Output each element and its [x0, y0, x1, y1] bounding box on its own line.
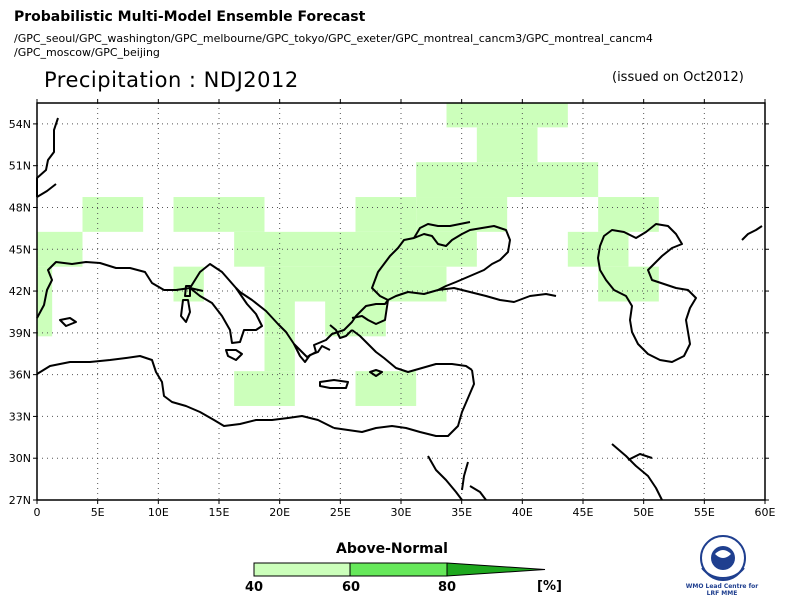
above-normal-cell: [82, 197, 144, 232]
legend-colorbar: [253, 562, 546, 577]
lon-label: 50E: [633, 506, 654, 519]
coastline-italy: [189, 263, 263, 344]
lat-label: 54N: [9, 118, 31, 131]
legend-title: Above-Normal: [336, 541, 448, 557]
above-normal-cell: [234, 371, 295, 406]
coastline-persian-gulf: [611, 443, 663, 501]
lon-label: 60E: [755, 506, 776, 519]
lat-label: 30N: [9, 452, 31, 465]
above-normal-cell: [37, 301, 53, 337]
above-normal-cell: [598, 197, 659, 232]
coastline-black-sea: [371, 221, 511, 301]
coastline-red-sea: [427, 455, 487, 501]
issued-date: (issued on Oct2012): [612, 70, 744, 85]
coastline-iberia-france: [36, 261, 204, 319]
above-normal-cell: [264, 266, 447, 302]
lat-label: 45N: [9, 243, 31, 256]
models-list-line1: /GPC_seoul/GPC_washington/GPC_melbourne/…: [14, 32, 653, 45]
lon-label: 15E: [209, 506, 230, 519]
island-crete: [319, 379, 349, 389]
lat-label: 33N: [9, 410, 31, 423]
island-cyprus: [369, 369, 383, 377]
above-normal-cell: [446, 103, 568, 128]
logo-caption-line1: WMO Lead Centre for: [685, 583, 759, 590]
legend-label-40: 40: [245, 580, 264, 595]
lat-label: 36N: [9, 369, 31, 382]
lat-label: 48N: [9, 201, 31, 214]
island-sardinia: [180, 299, 191, 323]
island-sicily: [225, 349, 243, 361]
above-normal-cell: [476, 127, 538, 163]
lon-label: 10E: [148, 506, 169, 519]
legend-swatch-80-plus: [446, 562, 546, 577]
lon-label: 35E: [451, 506, 472, 519]
lon-label: 45E: [573, 506, 594, 519]
coastline-east-edge: [741, 225, 763, 241]
lon-label: 5E: [91, 506, 105, 519]
coastline-adriatic-balkans: [235, 287, 389, 358]
variable-season-title: Precipitation : NDJ2012: [44, 68, 299, 92]
wmo-logo: [700, 535, 746, 581]
models-list-line2: /GPC_moscow/GPC_beijing: [14, 46, 160, 59]
island-balearic: [59, 317, 77, 327]
above-normal-cell: [173, 197, 265, 232]
legend-swatch-60-80: [349, 562, 448, 577]
logo-caption-line2: LRF MME: [706, 590, 738, 597]
above-normal-cell: [325, 301, 386, 337]
island-corsica: [184, 285, 191, 297]
coastlines: [36, 117, 763, 501]
lon-label: 55E: [694, 506, 715, 519]
legend-unit: [%]: [537, 579, 562, 594]
coastline-caspian: [597, 223, 697, 363]
lat-label: 27N: [9, 494, 31, 507]
lon-label: 0: [34, 506, 41, 519]
lon-label: 20E: [269, 506, 290, 519]
coastline-europe-north: [36, 117, 59, 198]
lon-label: 40E: [512, 506, 533, 519]
lat-label: 42N: [9, 285, 31, 298]
above-normal-cell: [355, 371, 417, 406]
coastline-turkey: [351, 287, 557, 373]
above-normal-cell: [355, 197, 417, 232]
above-normal-cell: [416, 162, 599, 198]
coastline-north-africa: [36, 355, 335, 429]
forecast-title: Probabilistic Multi-Model Ensemble Forec…: [14, 9, 366, 25]
lat-label: 51N: [9, 160, 31, 173]
lon-label: 30E: [391, 506, 412, 519]
above-normal-cell: [234, 231, 477, 267]
above-normal-cell: [37, 266, 53, 302]
legend-label-60: 60: [342, 580, 361, 595]
map-gridlines: [37, 103, 765, 500]
coastline-levant-egypt: [333, 369, 475, 437]
above-normal-cell: [37, 231, 83, 267]
probability-cells: [37, 103, 659, 406]
legend-label-80: 80: [438, 580, 457, 595]
logo-caption: WMO Lead Centre for LRF MME: [676, 583, 768, 597]
coastline-greece: [293, 324, 353, 363]
lat-label: 39N: [9, 327, 31, 340]
lon-label: 25E: [330, 506, 351, 519]
legend-swatch-40-60: [253, 562, 351, 577]
